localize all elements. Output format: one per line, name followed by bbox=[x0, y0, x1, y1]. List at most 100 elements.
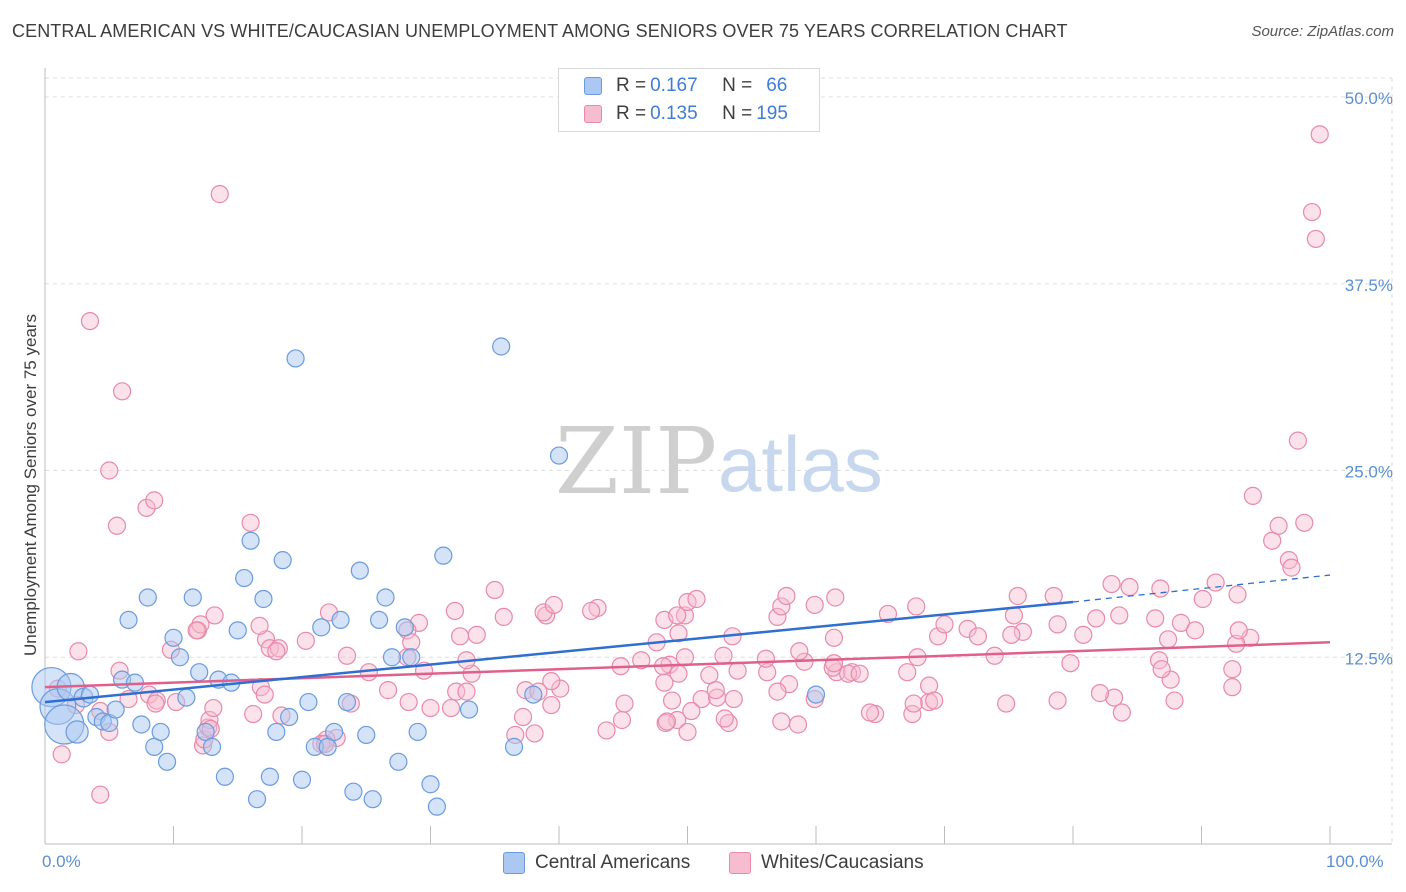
data-point-whites-caucasians bbox=[534, 603, 553, 622]
y-axis-label: Unemployment Among Seniors over 75 years bbox=[21, 314, 40, 656]
data-point-whites-caucasians bbox=[777, 586, 796, 606]
data-point-central-americans bbox=[357, 725, 376, 745]
data-point-whites-caucasians bbox=[485, 580, 504, 600]
legend-item-central-americans[interactable]: Central Americans bbox=[503, 852, 690, 874]
data-point-whites-caucasians bbox=[296, 631, 315, 650]
data-point-central-americans bbox=[337, 692, 357, 712]
legend-swatch-pink bbox=[729, 852, 751, 874]
data-point-whites-caucasians bbox=[826, 588, 845, 607]
data-point-whites-caucasians bbox=[788, 715, 808, 734]
data-point-central-americans bbox=[164, 628, 183, 647]
data-point-central-americans bbox=[408, 722, 427, 742]
data-point-central-americans bbox=[492, 337, 511, 356]
data-point-whites-caucasians bbox=[378, 681, 398, 700]
data-point-whites-caucasians bbox=[450, 627, 470, 646]
data-point-whites-caucasians bbox=[724, 689, 743, 709]
data-point-whites-caucasians bbox=[544, 595, 563, 615]
data-point-whites-caucasians bbox=[632, 651, 651, 670]
data-point-whites-caucasians bbox=[1269, 516, 1288, 535]
data-point-whites-caucasians bbox=[1002, 625, 1021, 644]
data-point-whites-caucasians bbox=[1090, 684, 1110, 703]
chart-title: CENTRAL AMERICAN VS WHITE/CAUCASIAN UNEM… bbox=[12, 21, 1068, 41]
data-point-whites-caucasians bbox=[1223, 678, 1242, 697]
data-point-whites-caucasians bbox=[612, 710, 632, 730]
data-point-central-americans bbox=[402, 648, 421, 667]
trend-line-central-americans bbox=[44, 600, 1074, 704]
data-point-whites-caucasians bbox=[1151, 579, 1170, 598]
data-point-central-americans bbox=[363, 790, 382, 809]
data-point-whites-caucasians bbox=[1282, 558, 1301, 577]
data-point-whites-caucasians bbox=[399, 692, 418, 712]
data-point-whites-caucasians bbox=[542, 695, 561, 715]
data-point-whites-caucasians bbox=[91, 785, 110, 804]
data-point-whites-caucasians bbox=[1165, 691, 1184, 710]
y-tick-label: 12.5% bbox=[1345, 649, 1393, 668]
data-point-whites-caucasians bbox=[935, 615, 954, 634]
data-point-whites-caucasians bbox=[107, 516, 127, 535]
data-point-whites-caucasians bbox=[824, 654, 844, 673]
data-point-central-americans bbox=[170, 648, 190, 667]
data-point-central-americans bbox=[138, 588, 157, 607]
data-point-central-americans bbox=[325, 722, 344, 742]
series-legend: Central Americans Whites/Caucasians bbox=[0, 852, 1406, 878]
data-point-whites-caucasians bbox=[1302, 202, 1322, 222]
data-point-whites-caucasians bbox=[1193, 589, 1212, 609]
data-point-central-americans bbox=[382, 648, 402, 667]
data-point-whites-caucasians bbox=[768, 682, 787, 701]
data-point-whites-caucasians bbox=[447, 682, 466, 701]
data-point-whites-caucasians bbox=[1110, 606, 1129, 625]
data-point-whites-caucasians bbox=[1102, 574, 1121, 594]
data-point-central-americans bbox=[806, 685, 826, 704]
data-point-whites-caucasians bbox=[707, 688, 727, 707]
data-point-whites-caucasians bbox=[1310, 125, 1329, 144]
data-point-whites-caucasians bbox=[1008, 586, 1027, 606]
legend-r-value: 0.135 bbox=[650, 103, 698, 124]
data-point-whites-caucasians bbox=[582, 601, 601, 621]
x-tick-label-min: 0.0% bbox=[42, 852, 81, 871]
data-point-central-americans bbox=[427, 797, 447, 816]
data-point-central-americans bbox=[280, 707, 299, 727]
data-point-central-americans bbox=[549, 446, 569, 465]
data-point-central-americans bbox=[119, 610, 138, 630]
legend-label: Whites/Caucasians bbox=[761, 852, 924, 873]
data-point-whites-caucasians bbox=[756, 649, 775, 668]
data-point-whites-caucasians bbox=[205, 606, 224, 625]
data-point-whites-caucasians bbox=[525, 724, 544, 743]
legend-n-label: N = bbox=[722, 103, 753, 124]
data-point-whites-caucasians bbox=[1171, 613, 1191, 632]
data-point-whites-caucasians bbox=[1185, 621, 1205, 640]
data-point-central-americans bbox=[267, 722, 286, 742]
legend-swatch-pink bbox=[584, 105, 602, 123]
data-point-whites-caucasians bbox=[204, 698, 223, 718]
data-point-whites-caucasians bbox=[850, 664, 869, 683]
y-tick-label: 37.5% bbox=[1345, 276, 1393, 295]
data-point-whites-caucasians bbox=[1120, 577, 1139, 597]
legend-item-whites-caucasians[interactable]: Whites/Caucasians bbox=[729, 852, 924, 874]
data-point-central-americans bbox=[389, 752, 408, 771]
data-point-whites-caucasians bbox=[1243, 486, 1263, 505]
data-point-whites-caucasians bbox=[597, 721, 616, 740]
data-point-whites-caucasians bbox=[1223, 660, 1242, 679]
data-point-whites-caucasians bbox=[137, 498, 156, 517]
data-point-central-americans bbox=[215, 767, 234, 786]
data-point-whites-caucasians bbox=[714, 646, 733, 665]
data-point-central-americans bbox=[157, 752, 177, 771]
legend-row-central-americans: R = 0.167 N = 66 bbox=[584, 73, 787, 99]
legend-swatch-blue bbox=[584, 77, 602, 95]
data-point-whites-caucasians bbox=[1229, 621, 1248, 640]
data-point-whites-caucasians bbox=[997, 694, 1016, 713]
data-point-whites-caucasians bbox=[715, 709, 734, 728]
data-point-whites-caucasians bbox=[1152, 660, 1171, 679]
data-point-whites-caucasians bbox=[52, 745, 71, 764]
legend-n-value: 66 bbox=[766, 75, 788, 96]
data-point-whites-caucasians bbox=[768, 607, 787, 627]
watermark: ZIP atlas bbox=[555, 408, 883, 515]
data-point-whites-caucasians bbox=[445, 601, 465, 621]
data-point-central-americans bbox=[312, 618, 331, 637]
data-point-whites-caucasians bbox=[1228, 585, 1247, 604]
data-point-whites-caucasians bbox=[904, 694, 923, 713]
data-point-whites-caucasians bbox=[662, 691, 682, 710]
data-point-whites-caucasians bbox=[1074, 625, 1093, 644]
legend-label: Central Americans bbox=[535, 852, 691, 873]
data-point-whites-caucasians bbox=[494, 607, 513, 627]
